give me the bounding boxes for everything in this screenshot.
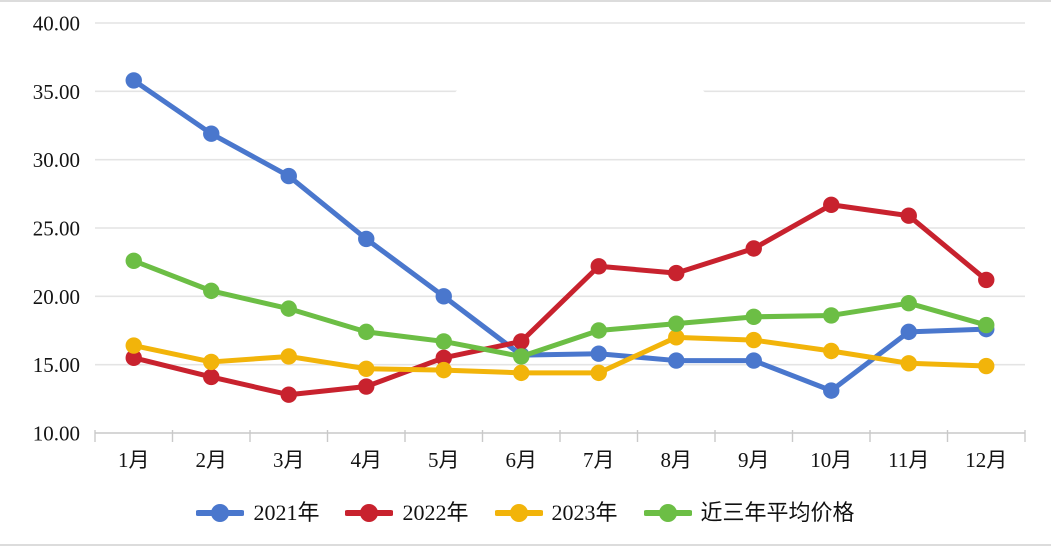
legend-item-2023[interactable]: 2023年 <box>494 500 618 525</box>
svg-text:6月: 6月 <box>506 448 538 472</box>
legend-label: 近三年平均价格 <box>700 500 855 525</box>
svg-text:9月: 9月 <box>738 448 770 472</box>
svg-text:10月: 10月 <box>810 448 852 472</box>
legend-line-marker-icon <box>643 504 692 522</box>
svg-text:40.00: 40.00 <box>33 12 80 36</box>
legend-item-2021[interactable]: 2021年 <box>196 502 319 524</box>
legend-label: 2022年 <box>402 500 469 525</box>
svg-text:5月: 5月 <box>428 448 460 472</box>
svg-text:11月: 11月 <box>888 448 929 472</box>
legend-line-marker-icon <box>196 504 245 522</box>
window-border-bottom <box>0 544 1051 546</box>
svg-text:1月: 1月 <box>118 448 150 472</box>
svg-text:7月: 7月 <box>583 448 615 472</box>
svg-text:30.00: 30.00 <box>33 148 80 172</box>
legend-label: 2023年 <box>551 500 618 525</box>
svg-text:8月: 8月 <box>661 448 693 472</box>
svg-text:12月: 12月 <box>965 448 1007 472</box>
chart-legend: 2021年 2022年 2023年 近三年平均价格 <box>0 502 1051 524</box>
svg-text:35.00: 35.00 <box>33 80 80 104</box>
svg-text:20.00: 20.00 <box>33 285 80 309</box>
svg-text:2月: 2月 <box>196 448 228 472</box>
svg-text:25.00: 25.00 <box>33 217 80 241</box>
svg-text:15.00: 15.00 <box>33 353 80 377</box>
legend-line-marker-icon <box>345 504 394 522</box>
legend-label: 2021年 <box>253 500 320 525</box>
svg-text:10.00: 10.00 <box>33 422 80 446</box>
legend-item-2022[interactable]: 2022年 <box>345 500 469 525</box>
window-border-top <box>0 0 1051 2</box>
legend-item-3yr-average[interactable]: 近三年平均价格 <box>643 500 855 525</box>
svg-text:4月: 4月 <box>351 448 383 472</box>
svg-text:3月: 3月 <box>273 448 305 472</box>
legend-line-marker-icon <box>494 504 543 522</box>
